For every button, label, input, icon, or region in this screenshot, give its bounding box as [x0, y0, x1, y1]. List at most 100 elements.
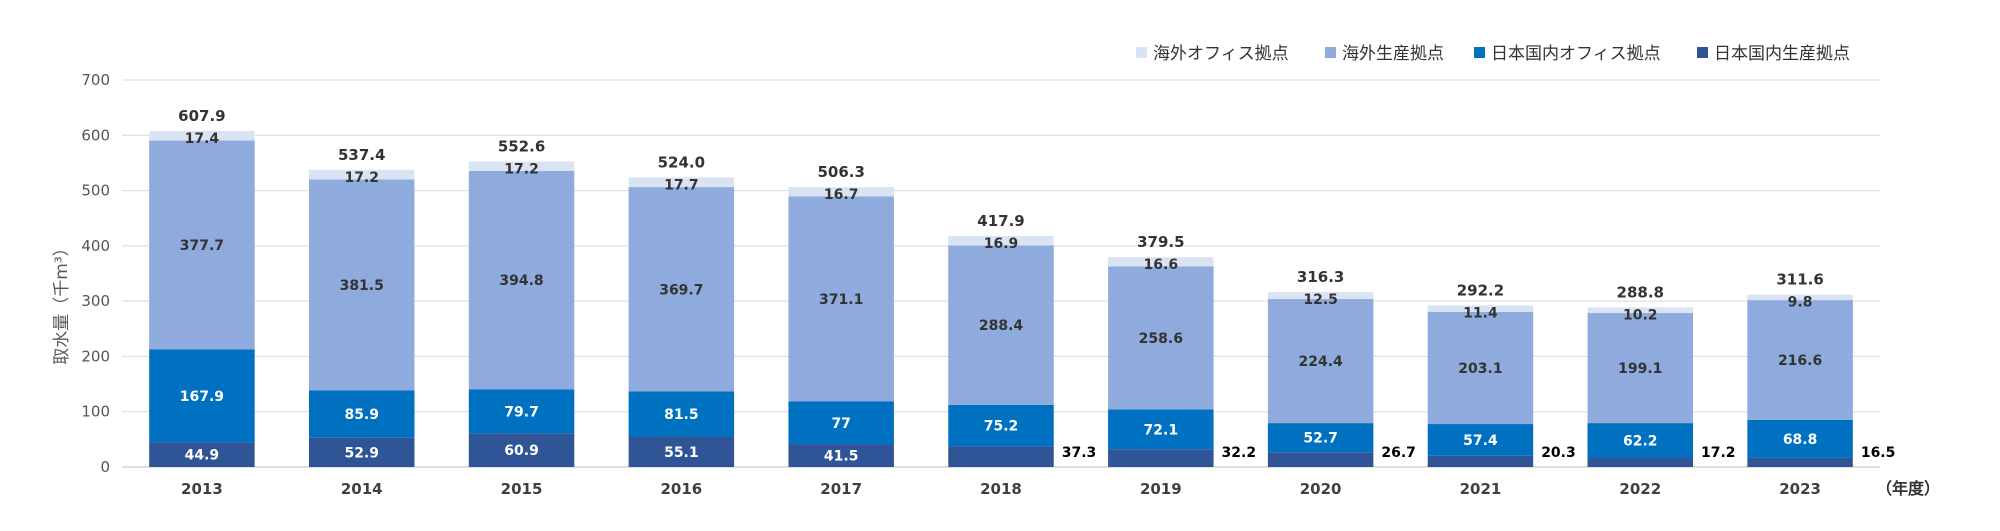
y-tick-label: 600 — [81, 126, 110, 144]
x-tick-label: 2014 — [341, 480, 383, 498]
data-label: 68.8 — [1783, 432, 1818, 448]
total-label: 288.8 — [1617, 283, 1664, 301]
data-label: 17.2 — [504, 161, 539, 177]
data-label: 72.1 — [1144, 422, 1179, 438]
bar-segment — [1747, 294, 1853, 301]
bar-segment — [1427, 311, 1534, 425]
total-label: 292.2 — [1457, 281, 1504, 299]
total-label: 552.6 — [498, 137, 545, 155]
bar-segment — [149, 442, 255, 467]
x-tick-label: 2015 — [501, 480, 543, 498]
bar-segment — [1747, 419, 1853, 458]
bar-segment — [1267, 299, 1374, 424]
y-axis-label: 取水量（千m³） — [52, 239, 72, 364]
bar-segment — [468, 161, 575, 172]
bar-segment — [1587, 423, 1694, 458]
bar-segment — [628, 187, 735, 392]
bar-segment — [149, 349, 255, 443]
x-axis-unit-label: （年度） — [1876, 479, 1940, 498]
total-label: 417.9 — [977, 212, 1024, 230]
bar-segment — [1587, 307, 1694, 314]
data-label: 9.8 — [1788, 295, 1813, 311]
legend-label: 海外オフィス拠点 — [1153, 44, 1289, 64]
data-label: 79.7 — [504, 404, 539, 420]
bar-segment — [468, 389, 575, 434]
y-tick-label: 700 — [81, 71, 110, 89]
legend-swatch — [1136, 47, 1147, 58]
bars: 44.9 167.9 377.7 17.4 607.9 52.9 85.9 381.5 17.2… — [149, 107, 1895, 467]
bar-segment — [1427, 455, 1534, 467]
total-label: 506.3 — [817, 163, 864, 181]
bar-segment — [468, 433, 575, 467]
data-label: 81.5 — [664, 407, 699, 423]
data-label: 12.5 — [1303, 292, 1338, 308]
data-label: 369.7 — [659, 282, 703, 298]
legend-label: 海外生産拠点 — [1342, 44, 1444, 64]
data-label: 17.2 — [344, 170, 379, 186]
data-label: 17.7 — [664, 177, 699, 193]
y-tick-label: 300 — [81, 292, 110, 310]
data-label: 167.9 — [180, 389, 224, 405]
data-label: 11.4 — [1463, 305, 1498, 321]
x-tick-label: 2017 — [820, 480, 862, 498]
data-label: 32.2 — [1222, 445, 1257, 461]
legend-swatch — [1697, 47, 1708, 58]
bar-segment — [1427, 305, 1534, 312]
data-label: 62.2 — [1623, 433, 1658, 449]
bar-segment — [788, 444, 894, 467]
total-label: 311.6 — [1776, 271, 1823, 289]
data-label: 16.7 — [824, 187, 859, 203]
data-label: 44.9 — [185, 448, 220, 464]
data-label: 224.4 — [1298, 354, 1343, 370]
bar-segment — [1108, 266, 1214, 410]
bar-segment — [1267, 452, 1374, 467]
x-tick-label: 2013 — [181, 480, 223, 498]
data-label: 57.4 — [1463, 433, 1498, 449]
bar-segment — [1587, 457, 1694, 467]
data-label: 16.6 — [1144, 257, 1179, 273]
bar-segment — [1267, 423, 1374, 453]
x-axis-ticks: 2013 2014 2015 2016 2017 2018 2019 2020 2021 2022… — [181, 480, 1821, 498]
data-label: 41.5 — [824, 449, 859, 465]
x-tick-label: 2016 — [660, 480, 702, 498]
data-label: 203.1 — [1458, 361, 1502, 377]
data-label: 20.3 — [1541, 445, 1576, 461]
bar-segment — [788, 187, 894, 197]
y-tick-label: 200 — [81, 347, 110, 365]
bar-segment — [628, 436, 735, 467]
bar-segment — [308, 179, 415, 391]
y-axis-ticks: 0 100 200 300 400 500 600 700 — [81, 71, 110, 476]
legend-label: 日本国内オフィス拠点 — [1491, 44, 1661, 64]
data-label: 60.9 — [504, 443, 539, 459]
bar-segment — [149, 140, 255, 350]
data-label: 26.7 — [1381, 445, 1416, 461]
bar-segment — [308, 169, 415, 180]
data-label: 37.3 — [1062, 445, 1097, 461]
y-tick-label: 100 — [81, 403, 110, 421]
bar-segment — [788, 401, 894, 445]
data-label: 377.7 — [180, 238, 224, 254]
bar-segment — [1747, 300, 1853, 420]
legend-label: 日本国内生産拠点 — [1714, 44, 1850, 64]
bar-segment — [788, 196, 894, 402]
data-label: 17.2 — [1701, 445, 1736, 461]
x-tick-label: 2020 — [1300, 480, 1342, 498]
total-label: 379.5 — [1137, 233, 1184, 251]
bar-segment — [1108, 257, 1214, 267]
data-label: 52.7 — [1303, 431, 1338, 447]
y-tick-label: 400 — [81, 237, 110, 255]
bar-segment — [149, 130, 255, 141]
bar-segment — [468, 171, 575, 390]
y-tick-label: 500 — [81, 182, 110, 200]
data-label: 85.9 — [344, 407, 379, 423]
bar-segment — [628, 177, 735, 188]
x-tick-label: 2018 — [980, 480, 1022, 498]
data-label: 52.9 — [344, 445, 379, 461]
data-label: 394.8 — [499, 273, 543, 289]
total-label: 316.3 — [1297, 268, 1344, 286]
legend-swatch — [1474, 47, 1485, 58]
bar-segment — [948, 404, 1054, 447]
x-tick-label: 2023 — [1779, 480, 1821, 498]
total-label: 607.9 — [178, 107, 225, 125]
bar-segment — [1587, 313, 1694, 424]
